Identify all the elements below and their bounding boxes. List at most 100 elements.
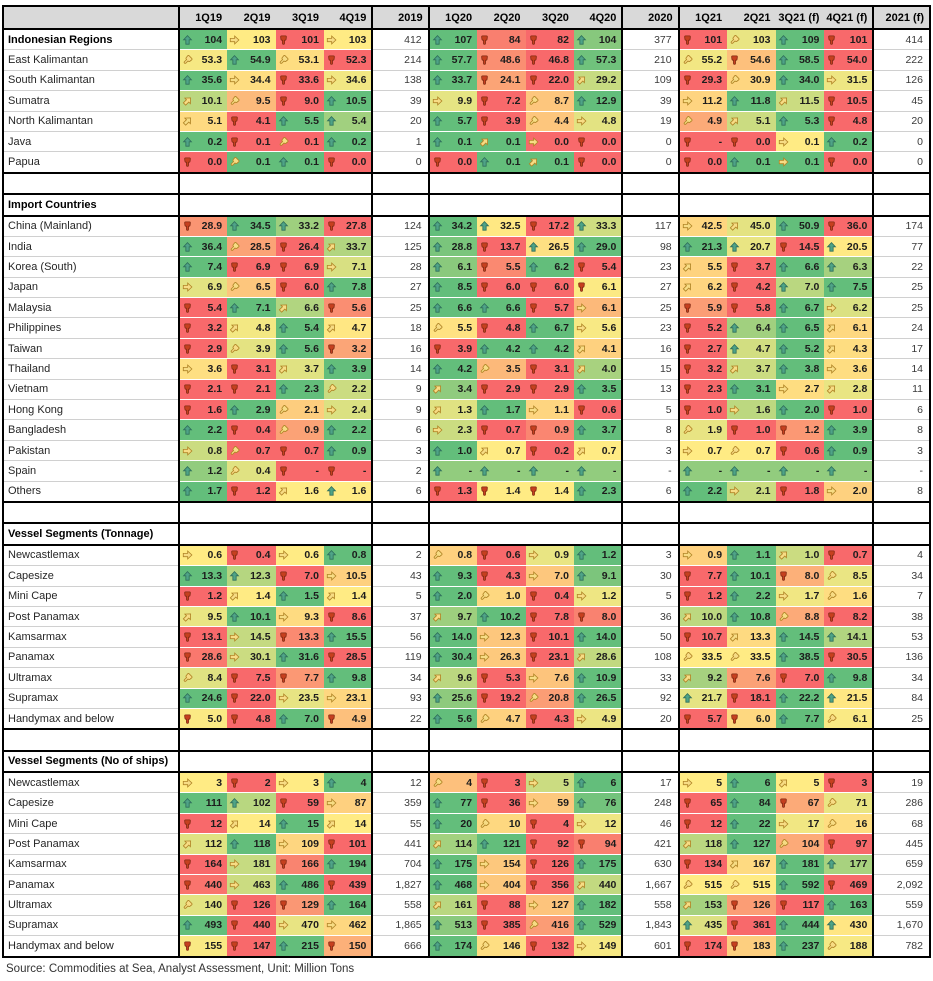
heatmap-cell: 9.6	[428, 667, 478, 689]
cell-value: 0.6	[601, 403, 617, 416]
heatmap-cell: 20.7	[727, 236, 776, 258]
heatmap-cell: 12.9	[573, 90, 624, 112]
heatmap-cell: 0.4	[227, 460, 276, 482]
empty-year-cell	[873, 501, 931, 525]
cell-value: 5.2	[804, 342, 820, 355]
cell-value: 14	[354, 817, 367, 830]
year-total-cell: 53	[873, 626, 931, 648]
heatmap-cell: 430	[824, 915, 875, 937]
heatmap-cell: 29.0	[573, 236, 624, 258]
heatmap-cell: 8.6	[323, 606, 374, 628]
heatmap-cell: 7.6	[525, 667, 574, 689]
cell-value: 5.3	[505, 671, 521, 684]
cell-value: 30.4	[451, 651, 473, 664]
heatmap-cell: 104	[573, 29, 624, 51]
down-hand-icon	[183, 591, 191, 602]
heatmap-cell: 23.1	[525, 647, 574, 669]
down-hand-icon	[828, 550, 836, 561]
cell-value: -	[517, 464, 521, 477]
heatmap-table: 1Q19 2Q19 3Q19 4Q19 2019 1Q20 2Q20 3Q20 4Q20 2020…	[2, 5, 931, 958]
heatmap-cell: 1.2	[678, 586, 728, 607]
cell-value: 0.9	[707, 549, 723, 562]
up-arrow-icon	[327, 425, 336, 435]
row-label: Pakistan	[3, 440, 180, 462]
up-arrow-icon	[480, 611, 489, 622]
heatmap-cell: 14	[227, 813, 276, 835]
cell-value: 12.3	[250, 569, 271, 582]
year-total-cell: 559	[873, 894, 931, 916]
heatmap-cell: 8.0	[573, 606, 624, 628]
tilted-hand-icon	[681, 54, 693, 66]
heatmap-cell: 23.5	[275, 688, 324, 709]
year-total-cell: 2	[372, 460, 430, 482]
heatmap-cell: 65	[678, 792, 728, 814]
empty-year-cell	[873, 750, 931, 774]
right-arrow-icon	[682, 778, 692, 788]
heatmap-cell: 2.3	[275, 379, 324, 401]
heatmap-cell: -	[428, 460, 478, 482]
cell-value: 34.6	[345, 74, 367, 87]
empty-cell	[428, 172, 478, 196]
cell-value: 5.7	[554, 301, 569, 314]
heatmap-cell: 21.7	[678, 688, 728, 709]
heatmap-cell: 1.8	[775, 481, 825, 503]
heatmap-cell: 3.9	[824, 419, 875, 441]
cell-value: 30.5	[846, 651, 868, 664]
heatmap-cell: 84	[727, 792, 776, 814]
year-total-cell: 248	[622, 792, 680, 814]
cell-value: 3.4	[457, 383, 473, 396]
up-arrow-icon	[278, 941, 288, 951]
cell-value: 7.0	[804, 671, 820, 684]
cell-value: 0.8	[207, 444, 223, 457]
right-arrow-icon	[528, 137, 538, 147]
table-row: Spain 1.2 0.4- -2- - - - - - - - - -	[3, 460, 931, 482]
cell-value: 9.8	[351, 671, 367, 684]
cell-value: 9.8	[852, 671, 868, 684]
heatmap-cell: 46.8	[525, 49, 574, 71]
tilted-hand-icon	[826, 570, 838, 582]
cell-value: 10.5	[846, 94, 868, 107]
table-row: Panamax 440 463 486 439 1,827 468 404 356 440 1,66…	[3, 874, 931, 896]
cell-value: 2.8	[852, 383, 868, 396]
up-arrow-icon	[778, 323, 788, 333]
heatmap-cell: 22.0	[525, 70, 574, 92]
year-total-cell: 2,092	[873, 874, 931, 896]
diagonal-up-arrow-icon	[575, 363, 587, 375]
heatmap-cell: 4.1	[227, 111, 276, 132]
cell-value: 9.6	[457, 671, 473, 684]
down-hand-icon	[481, 798, 488, 808]
heatmap-cell: 2.9	[477, 379, 526, 401]
heatmap-cell: 182	[573, 894, 624, 916]
cell-value: 104	[801, 837, 820, 850]
down-hand-icon	[731, 137, 738, 147]
year-total-cell: 558	[372, 894, 430, 916]
empty-cell	[678, 194, 728, 217]
heatmap-cell: 0.2	[323, 131, 374, 153]
heatmap-cell: 3.1	[227, 358, 276, 380]
heatmap-cell: 3	[477, 772, 526, 794]
heatmap-cell: 2	[227, 772, 276, 794]
up-arrow-icon	[730, 157, 739, 167]
heatmap-cell: 10.0	[678, 606, 728, 628]
cell-value: 3.9	[351, 362, 367, 375]
cell-value: 10.1	[201, 94, 223, 107]
cell-value: 5.1	[755, 115, 771, 128]
down-hand-icon	[828, 116, 836, 127]
table-row: Ultramax 140 126 129 164 558 161 88 127 182 558 153…	[3, 894, 931, 916]
cell-value: 3.1	[755, 383, 771, 396]
heatmap-cell: 6.6	[428, 297, 478, 319]
heatmap-cell: 1.7	[477, 399, 526, 421]
up-arrow-icon	[432, 941, 442, 951]
cell-value: 22.0	[250, 692, 271, 705]
up-arrow-icon	[730, 323, 739, 333]
cell-value: 1.0	[755, 424, 771, 437]
year-total-cell: 16	[622, 338, 680, 360]
empty-cell	[275, 501, 324, 525]
cell-value: 3.8	[804, 362, 820, 375]
up-arrow-icon	[827, 672, 837, 683]
heatmap-cell: 164	[178, 854, 228, 876]
cell-value: 4.8	[255, 712, 271, 725]
heatmap-cell: 34.2	[428, 215, 478, 237]
down-hand-icon	[481, 75, 488, 86]
up-arrow-icon	[730, 839, 739, 849]
